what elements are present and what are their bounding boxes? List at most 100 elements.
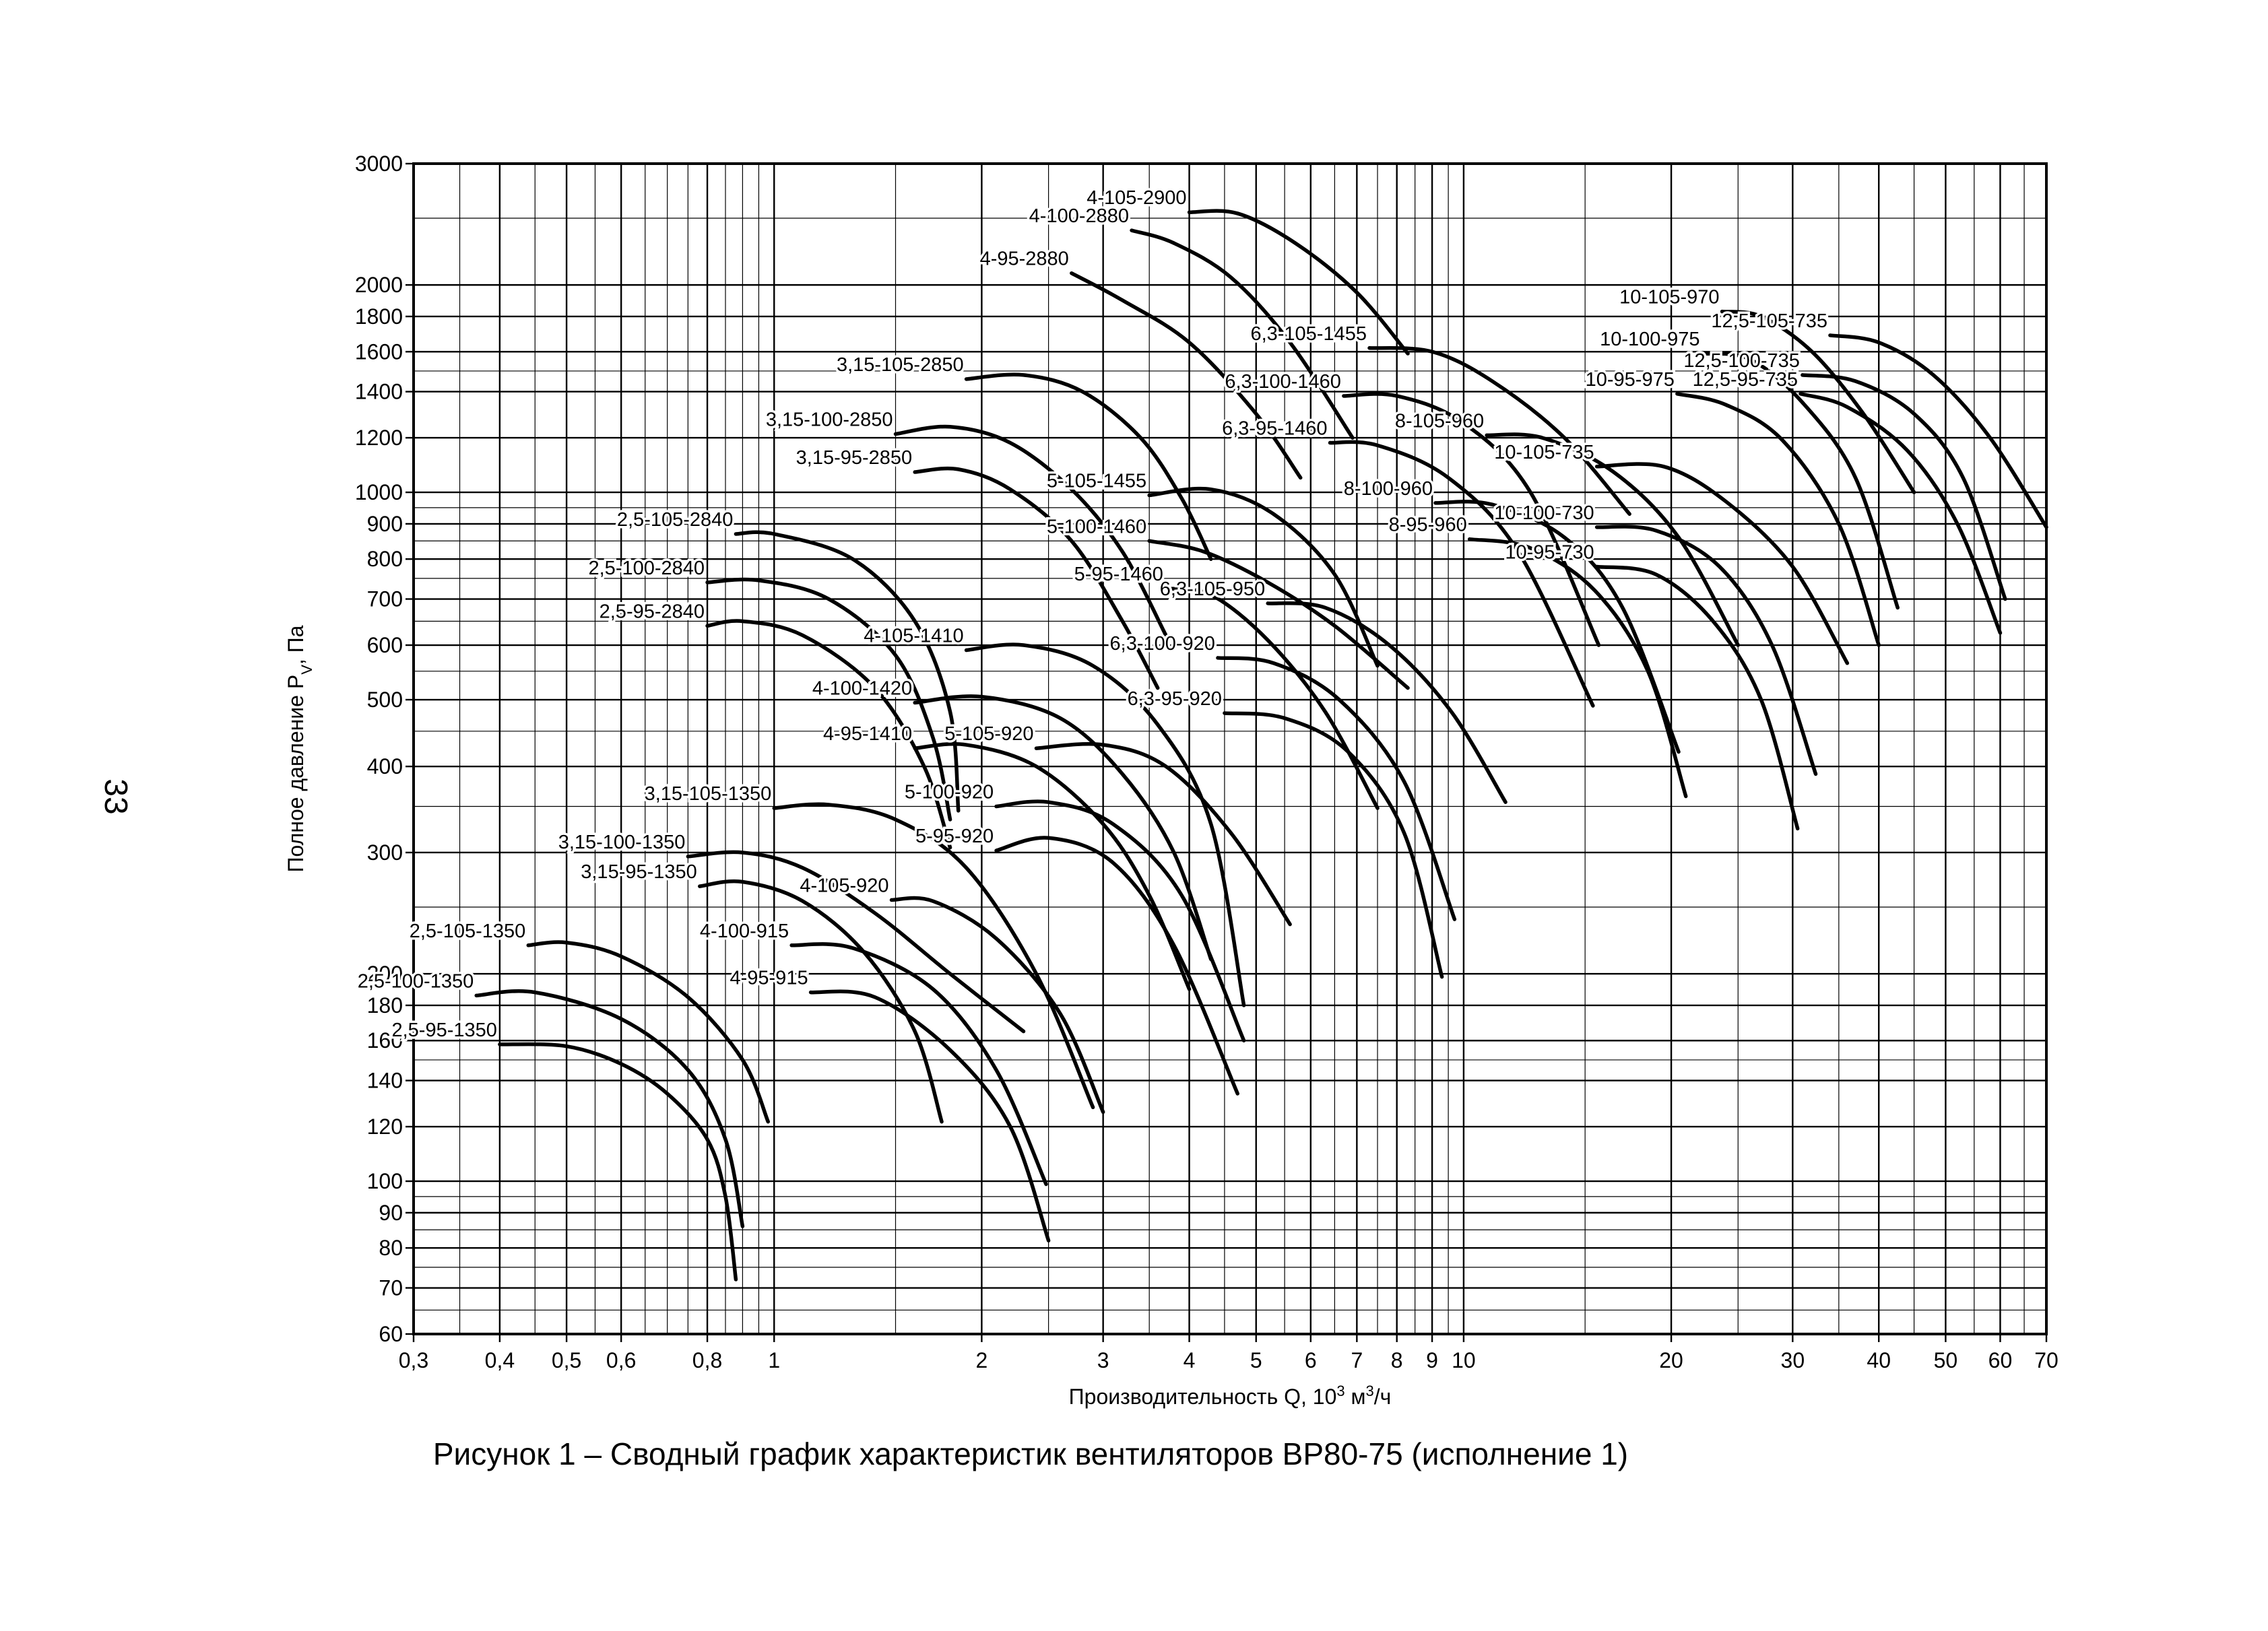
curve [1828, 333, 2048, 529]
xlab-part: /ч [1374, 1385, 1392, 1409]
curve [705, 619, 952, 850]
y-tick-label: 120 [367, 1114, 403, 1139]
x-tick-label: 1 [768, 1348, 780, 1372]
curve-label: 3,15-95-1350 [581, 861, 697, 883]
y-tick-label: 1600 [355, 339, 403, 364]
x-tick-label: 7 [1351, 1348, 1363, 1372]
curve [1070, 271, 1303, 480]
curve-label: 5-100-920 [905, 781, 994, 803]
y-tick-label: 80 [379, 1236, 403, 1260]
curve-label: 12,5-100-735 [1683, 350, 1800, 372]
y-axis-label: Полное давление PV, Па [284, 625, 315, 872]
curve-label: 6,3-95-920 [1128, 688, 1222, 710]
x-tick-label: 70 [2034, 1348, 2059, 1372]
y-tick-label: 300 [367, 840, 403, 865]
x-tick-label: 8 [1391, 1348, 1403, 1372]
y-tick-label: 100 [367, 1169, 403, 1193]
x-tick-label: 0,5 [552, 1348, 581, 1372]
y-tick-label: 1200 [355, 426, 403, 450]
curve [1467, 537, 1688, 799]
curve-label: 2,5-95-1350 [391, 1020, 496, 1041]
x-tick-label: 40 [1867, 1348, 1891, 1372]
y-tick-label: 400 [367, 754, 403, 778]
curve [1367, 345, 1631, 517]
figure-caption: Рисунок 1 – Сводный график характеристик… [433, 1436, 1628, 1471]
curve-label: 10-105-970 [1619, 287, 1719, 308]
curve [1700, 352, 1900, 610]
x-tick-label: 3 [1097, 1348, 1109, 1372]
ylab-part: , Па [284, 625, 308, 665]
curve [994, 836, 1239, 1096]
curve [1720, 309, 1916, 494]
curve-label: 2,5-105-1350 [410, 921, 526, 942]
curve [1130, 228, 1355, 440]
curve-label: 4-100-915 [700, 921, 789, 942]
plot-frame [412, 162, 2048, 1335]
curve-label: 3,15-100-1350 [558, 832, 686, 853]
xlab-part: Производительность Q, 10 [1069, 1385, 1337, 1409]
curve [964, 642, 1246, 1007]
ylab-part: Полное давление P [284, 675, 308, 873]
x-axis-label: Производительность Q, 103 м3/ч [1069, 1383, 1392, 1409]
y-tick-label: 160 [367, 1028, 403, 1053]
curve [1223, 711, 1444, 979]
curve [772, 802, 1095, 1110]
y-tick-label: 90 [379, 1201, 403, 1225]
curve-label: 2,5-100-2840 [589, 558, 705, 579]
y-tick-label: 3000 [355, 152, 403, 176]
curve [686, 850, 1026, 1034]
curve [1328, 440, 1595, 708]
curve [1799, 392, 2003, 635]
curve [1594, 525, 1818, 776]
curve-label: 5-105-1455 [1047, 471, 1146, 492]
curve-label: 5-100-1460 [1047, 516, 1146, 537]
curve [994, 799, 1246, 1042]
curve-label: 3,15-105-1350 [645, 783, 772, 805]
x-tick-label: 30 [1781, 1348, 1805, 1372]
x-tick-label: 4 [1184, 1348, 1196, 1372]
curve-label: 6,3-100-920 [1110, 633, 1215, 655]
curve [1594, 462, 1850, 665]
curve-label: 4-100-2880 [1029, 205, 1129, 227]
curve-label: 3,15-95-2850 [796, 447, 913, 469]
x-tick-label: 9 [1426, 1348, 1438, 1372]
curve-label: 4-105-1410 [864, 625, 963, 646]
curve [913, 466, 1160, 690]
y-tick-label: 900 [367, 512, 403, 536]
curve-label: 3,15-105-2850 [837, 354, 964, 376]
curve-label: 8-100-960 [1344, 478, 1433, 500]
curve [913, 742, 1192, 991]
curve-label: 3,15-100-2850 [766, 409, 893, 431]
y-tick-label: 700 [367, 587, 403, 611]
curve [1675, 392, 1881, 647]
curve [808, 989, 1051, 1242]
x-tick-label: 50 [1934, 1348, 1958, 1372]
curve-label: 10-100-730 [1494, 502, 1594, 524]
xlab-part: м [1345, 1385, 1366, 1409]
curve [913, 694, 1213, 962]
curve [1433, 500, 1681, 754]
y-tick-label: 60 [379, 1322, 403, 1346]
curve [698, 879, 944, 1124]
y-tick-label: 180 [367, 993, 403, 1018]
curve-label: 10-100-975 [1600, 329, 1699, 350]
curve [1216, 656, 1457, 921]
curve-label: 4-95-1410 [823, 723, 912, 745]
x-tick-label: 60 [1988, 1348, 2013, 1372]
curve [1266, 601, 1508, 804]
y-tick-label: 1800 [355, 304, 403, 329]
xlab-part: 3 [1366, 1383, 1374, 1399]
x-tick-label: 5 [1250, 1348, 1262, 1372]
x-tick-label: 0,3 [399, 1348, 428, 1372]
curve-label: 4-95-915 [730, 968, 808, 989]
y-tick-label: 800 [367, 547, 403, 571]
y-tick-label: 600 [367, 633, 403, 657]
curve-label: 10-95-730 [1505, 541, 1594, 563]
y-tick-label: 140 [367, 1069, 403, 1093]
curve [964, 372, 1213, 561]
y-tick-label: 500 [367, 688, 403, 712]
x-tick-label: 6 [1305, 1348, 1317, 1372]
curve [474, 989, 745, 1228]
